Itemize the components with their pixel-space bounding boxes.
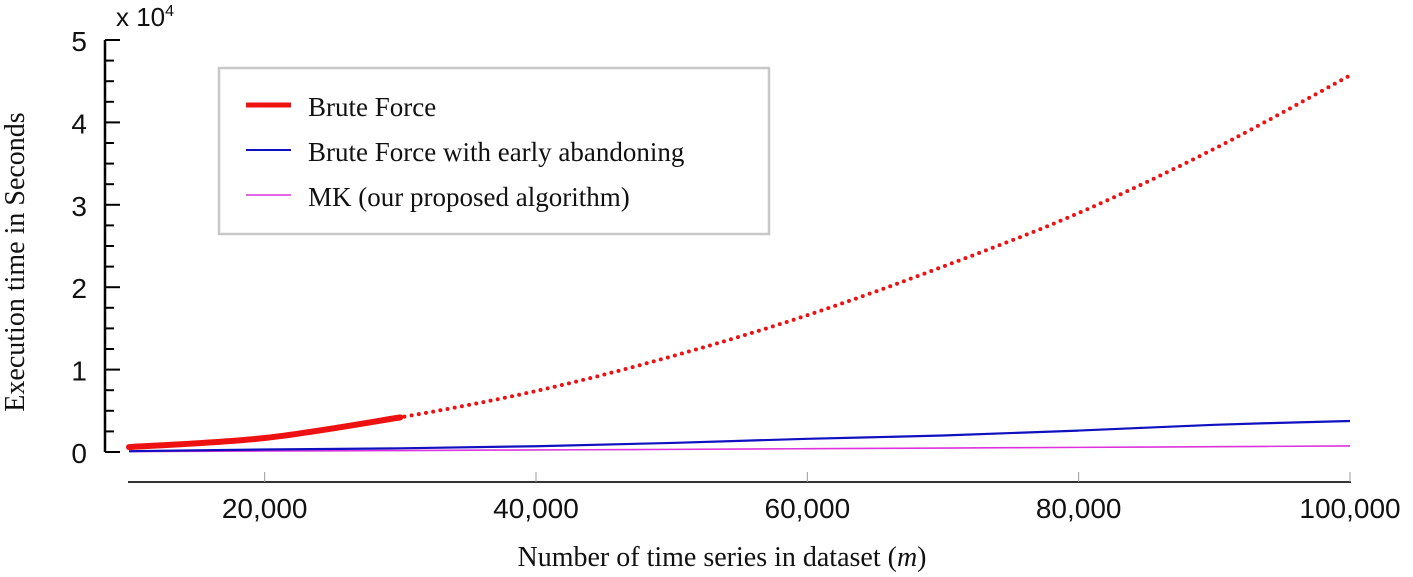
series-mk-our-proposed-algorithm xyxy=(128,445,1351,453)
y-tick-label: 5 xyxy=(71,26,87,57)
x-tick-label: 20,000 xyxy=(222,493,308,524)
y-axis-title: Execution time in Seconds xyxy=(0,112,31,411)
y-tick-labels: 0 1 2 3 4 5 xyxy=(71,26,87,469)
x-tick-label: 60,000 xyxy=(765,493,851,524)
legend-label-brute-force: Brute Force xyxy=(308,92,436,122)
x-tick-labels: 20,000 40,000 60,000 80,000 100,000 xyxy=(222,493,1401,524)
y-multiplier: x 104 xyxy=(116,2,174,32)
y-tick-label: 3 xyxy=(71,191,87,222)
series-brute-force-with-early-abandoning xyxy=(128,419,1351,453)
legend: Brute Force Brute Force with early aband… xyxy=(217,66,771,236)
y-axis xyxy=(103,39,120,453)
x-tick-label: 80,000 xyxy=(1036,493,1122,524)
x-tick-label: 40,000 xyxy=(493,493,579,524)
y-tick-label: 2 xyxy=(71,273,87,304)
x-axis-title: Number of time series in dataset (m) xyxy=(518,542,927,573)
series-brute-force-solid xyxy=(126,414,404,451)
y-tick-label: 0 xyxy=(71,438,87,469)
plot-area xyxy=(126,73,1352,453)
legend-label-mk: MK (our proposed algorithm) xyxy=(308,182,630,212)
y-tick-label: 4 xyxy=(71,108,87,139)
x-axis xyxy=(128,472,1351,483)
legend-box xyxy=(217,66,771,236)
y-tick-label: 1 xyxy=(71,356,87,387)
legend-label-early-abandoning: Brute Force with early abandoning xyxy=(308,137,684,167)
x-tick-label: 100,000 xyxy=(1299,493,1400,524)
